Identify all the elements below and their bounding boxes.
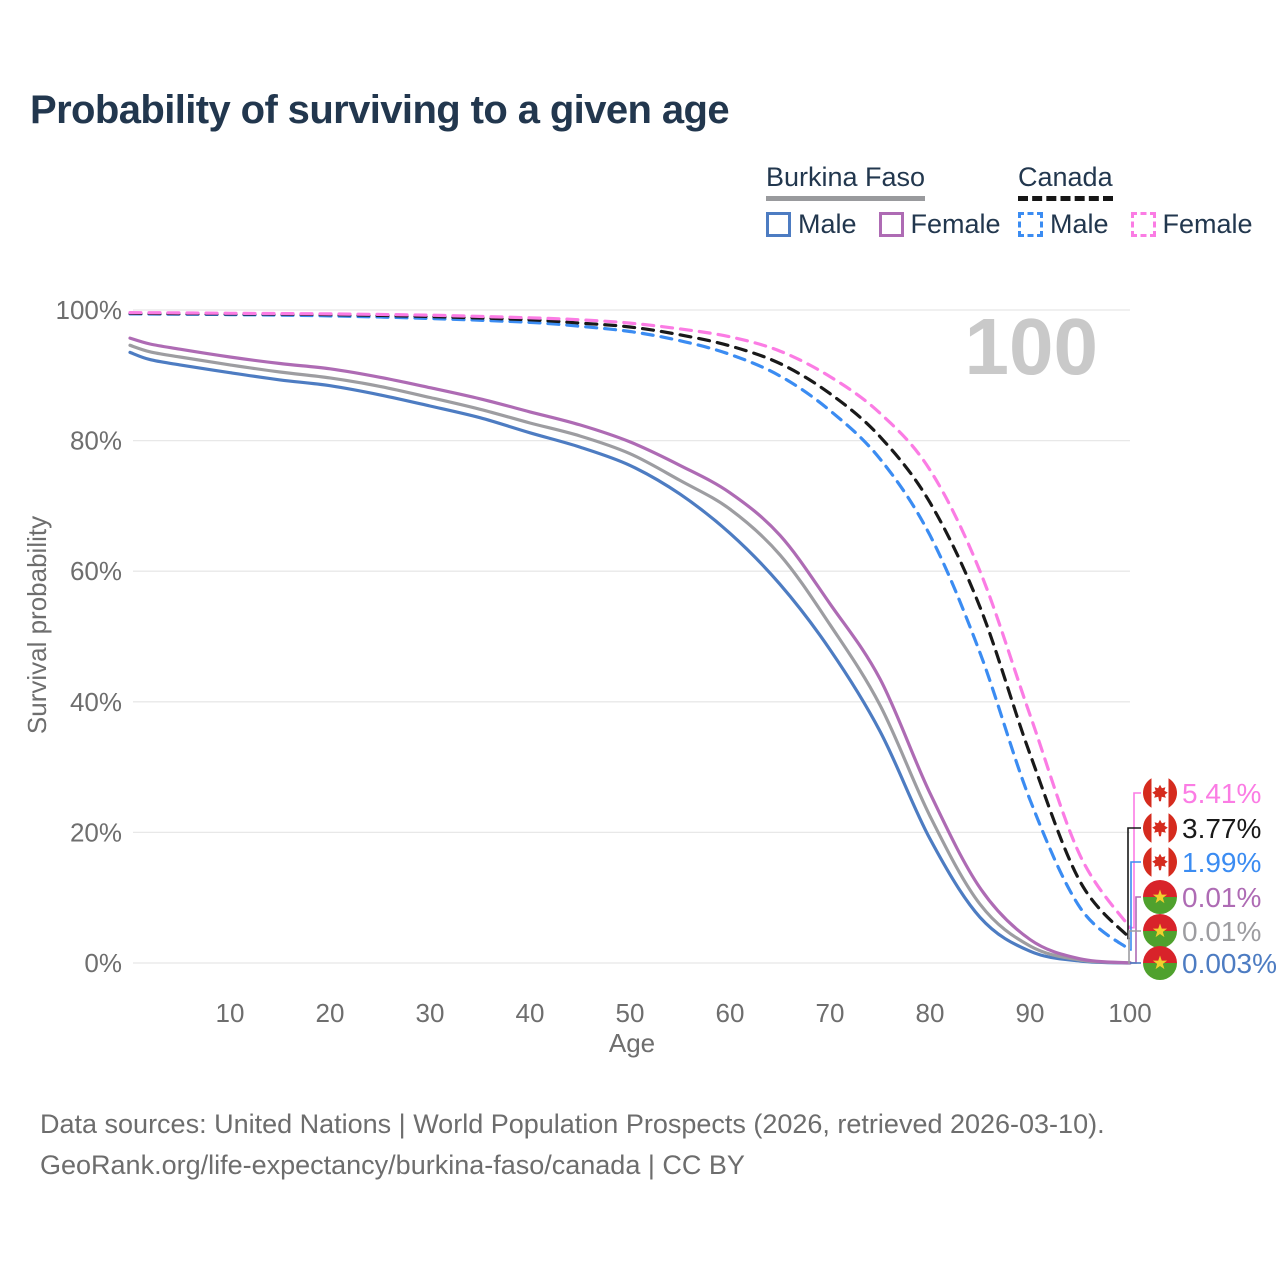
end-value-label-bf-female: 0.01% bbox=[1182, 882, 1261, 913]
footer-attribution: GeoRank.org/life-expectancy/burkina-faso… bbox=[40, 1150, 745, 1180]
legend-group-burkina-faso: Burkina Faso Male Female bbox=[766, 162, 1023, 240]
x-tick-label: 30 bbox=[416, 998, 445, 1028]
x-tick-label: 100 bbox=[1108, 998, 1151, 1028]
age-frame-watermark: 100 bbox=[965, 302, 1098, 391]
y-tick-label: 100% bbox=[56, 295, 123, 325]
burkina-faso-flag-icon bbox=[1143, 946, 1177, 980]
x-tick-label: 20 bbox=[316, 998, 345, 1028]
x-tick-label: 50 bbox=[616, 998, 645, 1028]
legend-item-label: Male bbox=[798, 209, 857, 239]
x-tick-label: 10 bbox=[216, 998, 245, 1028]
legend-item-burkina-faso-male[interactable]: Male bbox=[766, 209, 857, 240]
legend-group-canada: Canada Male Female bbox=[1018, 162, 1275, 240]
y-tick-label: 40% bbox=[70, 687, 122, 717]
legend-country-burkina-faso: Burkina Faso bbox=[766, 162, 926, 201]
gridlines: 0% 20% 40% 60% 80% 100% bbox=[56, 295, 1130, 978]
canada-flag-icon bbox=[1143, 776, 1177, 810]
x-tick-label: 70 bbox=[816, 998, 845, 1028]
end-value-label-ca-all: 3.77% bbox=[1182, 813, 1261, 844]
end-value-label-bf-male: 0.003% bbox=[1182, 948, 1277, 979]
legend-item-canada-female[interactable]: Female bbox=[1130, 209, 1253, 240]
x-tick-label: 90 bbox=[1016, 998, 1045, 1028]
burkina-faso-male-swatch-icon bbox=[766, 212, 791, 237]
footer-data-sources: Data sources: United Nations | World Pop… bbox=[40, 1109, 1105, 1139]
x-tick-label: 60 bbox=[716, 998, 745, 1028]
x-tick-label: 40 bbox=[516, 998, 545, 1028]
legend-item-canada-male[interactable]: Male bbox=[1018, 209, 1109, 240]
line-bf-all bbox=[128, 343, 1132, 965]
burkina-faso-flag-icon bbox=[1143, 914, 1177, 948]
leader-line-bf-all bbox=[1128, 930, 1141, 964]
y-tick-label: 20% bbox=[70, 817, 122, 847]
line-ca-male bbox=[128, 312, 1132, 952]
canada-flag-icon bbox=[1143, 845, 1177, 879]
legend-country-canada: Canada bbox=[1018, 162, 1113, 201]
line-bf-female bbox=[128, 336, 1132, 965]
series-lines bbox=[128, 311, 1132, 965]
y-tick-label: 0% bbox=[84, 948, 122, 978]
legend-item-label: Female bbox=[1162, 209, 1253, 239]
footer: Data sources: United Nations | World Pop… bbox=[40, 1104, 1105, 1186]
line-bf-male bbox=[128, 350, 1132, 965]
y-tick-label: 80% bbox=[70, 426, 122, 456]
legend-item-burkina-faso-female[interactable]: Female bbox=[878, 209, 1001, 240]
end-value-label-ca-male: 1.99% bbox=[1182, 847, 1261, 878]
end-value-label-bf-all: 0.01% bbox=[1182, 916, 1261, 947]
line-ca-all bbox=[128, 311, 1132, 940]
legend-item-label: Female bbox=[910, 209, 1001, 239]
end-value-label-ca-female: 5.41% bbox=[1182, 778, 1261, 809]
leader-line-ca-male bbox=[1130, 861, 1141, 951]
y-axis-title: Survival probability bbox=[22, 516, 52, 734]
leader-line-ca-female bbox=[1130, 792, 1141, 929]
legend-item-label: Male bbox=[1050, 209, 1109, 239]
x-axis-title: Age bbox=[609, 1028, 655, 1058]
x-tick-label: 80 bbox=[916, 998, 945, 1028]
canada-female-swatch-icon bbox=[1130, 212, 1156, 237]
page-title: Probability of surviving to a given age bbox=[30, 88, 730, 132]
burkina-faso-female-swatch-icon bbox=[878, 212, 904, 237]
y-tick-label: 60% bbox=[70, 556, 122, 586]
canada-male-swatch-icon bbox=[1018, 212, 1043, 237]
canada-flag-icon bbox=[1143, 811, 1177, 845]
burkina-faso-flag-icon bbox=[1143, 880, 1177, 914]
line-ca-female bbox=[128, 311, 1132, 930]
